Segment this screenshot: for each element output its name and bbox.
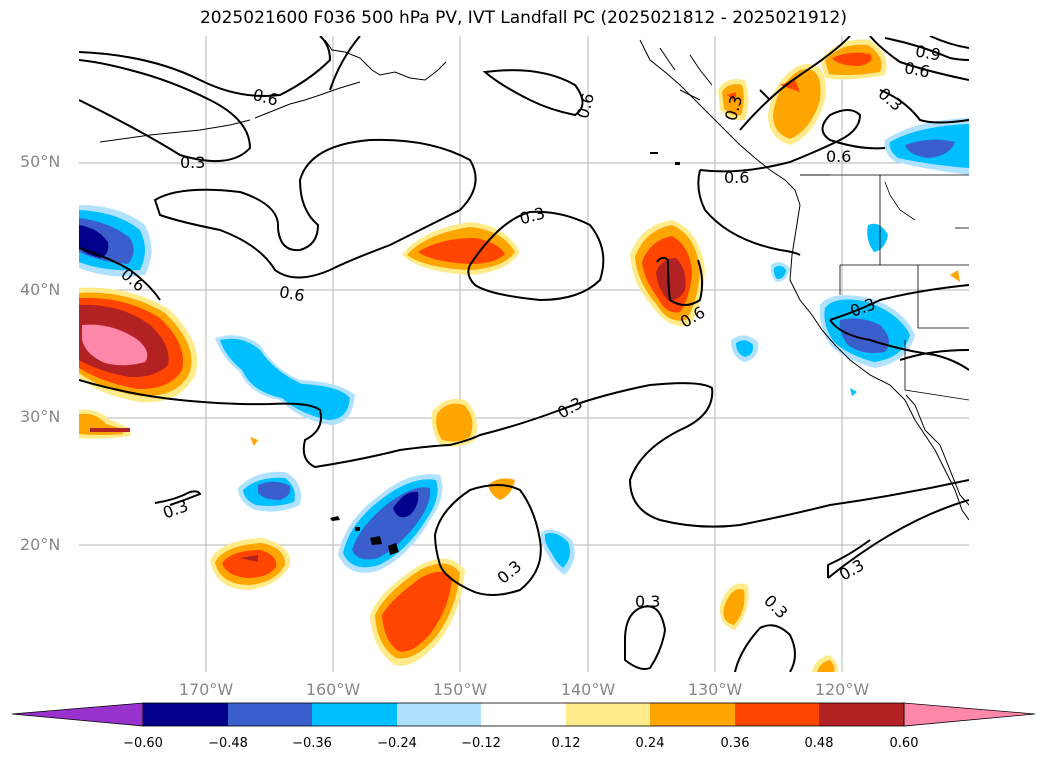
colorbar-bin: [735, 703, 819, 726]
colorbar-tick: −0.24: [377, 736, 417, 751]
negative-ivt-canada: [884, 118, 969, 175]
negative-ivt-west: [79, 205, 152, 277]
contour-label: 0.6: [724, 168, 749, 187]
contour-label: 0.6: [903, 58, 931, 81]
lat-label-50n: 50°N: [20, 152, 61, 171]
colorbar: [11, 702, 1036, 727]
colorbar-bin: [228, 703, 312, 726]
contour-label: 0.6: [826, 147, 851, 166]
positive-ivt-30n: [431, 398, 515, 500]
colorbar-tick: −0.48: [208, 736, 248, 751]
islands: [330, 152, 680, 555]
contour-label: 0.3: [180, 153, 205, 172]
lon-label-130w: 130°W: [687, 680, 743, 699]
positive-ivt-42n: [402, 222, 520, 275]
lon-label-150w: 150°W: [432, 680, 488, 699]
colorbar-tick: −0.12: [461, 736, 501, 751]
colorbar-tick: 0.12: [551, 736, 581, 751]
colorbar-bin: [819, 703, 904, 726]
colorbar-bin: [143, 703, 228, 726]
colorbar-bin: [650, 703, 735, 726]
colorbar-tick: −0.36: [292, 736, 332, 751]
colorbar-tick: 0.60: [889, 736, 919, 751]
map-panel[interactable]: 0.6 0.3 0.6 0.6 0.3 0.3 0.6 0.6 0.6 0.6 …: [79, 36, 969, 672]
positive-ivt-south-hawaii: [370, 558, 465, 666]
lon-label-140w: 140°W: [560, 680, 616, 699]
colorbar-tick: 0.36: [720, 736, 750, 751]
colorbar-bin: [566, 703, 650, 726]
colorbar-tick: −0.60: [123, 736, 163, 751]
colorbar-bin: [312, 703, 397, 726]
lat-label-40n: 40°N: [20, 280, 61, 299]
map-title: 2025021600 F036 500 hPa PV, IVT Landfall…: [199, 8, 847, 28]
colorbar-bin: [397, 703, 481, 726]
colorbar-bin: [481, 703, 566, 726]
pv-contours: [79, 36, 969, 672]
lon-label-170w: 170°W: [178, 680, 234, 699]
borders: [800, 174, 969, 401]
negative-ivt-hawaii: [338, 474, 443, 573]
coastlines: [99, 39, 969, 521]
negative-ivt-small-24n: [238, 471, 301, 512]
negative-ivt-small-northwest: [770, 223, 888, 396]
colorbar-extend-min: [11, 702, 144, 727]
negative-ivt-central-band: [215, 335, 355, 425]
positive-ivt-small-19n: [210, 538, 291, 590]
negative-ivt-small-22n: [540, 529, 575, 575]
positive-ivt-west-small: [79, 409, 258, 446]
contour-label: 0.6: [278, 282, 306, 305]
positive-ivt-west-pink: [79, 287, 198, 403]
colorbar-extend-max: [903, 702, 1036, 727]
contour-label: 0.9: [914, 41, 942, 64]
lat-label-20n: 20°N: [20, 535, 61, 554]
colorbar-tick: 0.24: [635, 736, 665, 751]
colorbar-tick: 0.48: [804, 736, 834, 751]
lon-label-160w: 160°W: [305, 680, 361, 699]
positive-ivt-south-small: [719, 270, 960, 672]
colorbar-outline: [142, 702, 905, 727]
map-background: [79, 36, 969, 672]
negative-ivt-small-35n: [731, 335, 759, 362]
lon-label-120w: 120°W: [814, 680, 870, 699]
contour-label: 0.3: [635, 592, 660, 611]
lat-label-30n: 30°N: [20, 407, 61, 426]
